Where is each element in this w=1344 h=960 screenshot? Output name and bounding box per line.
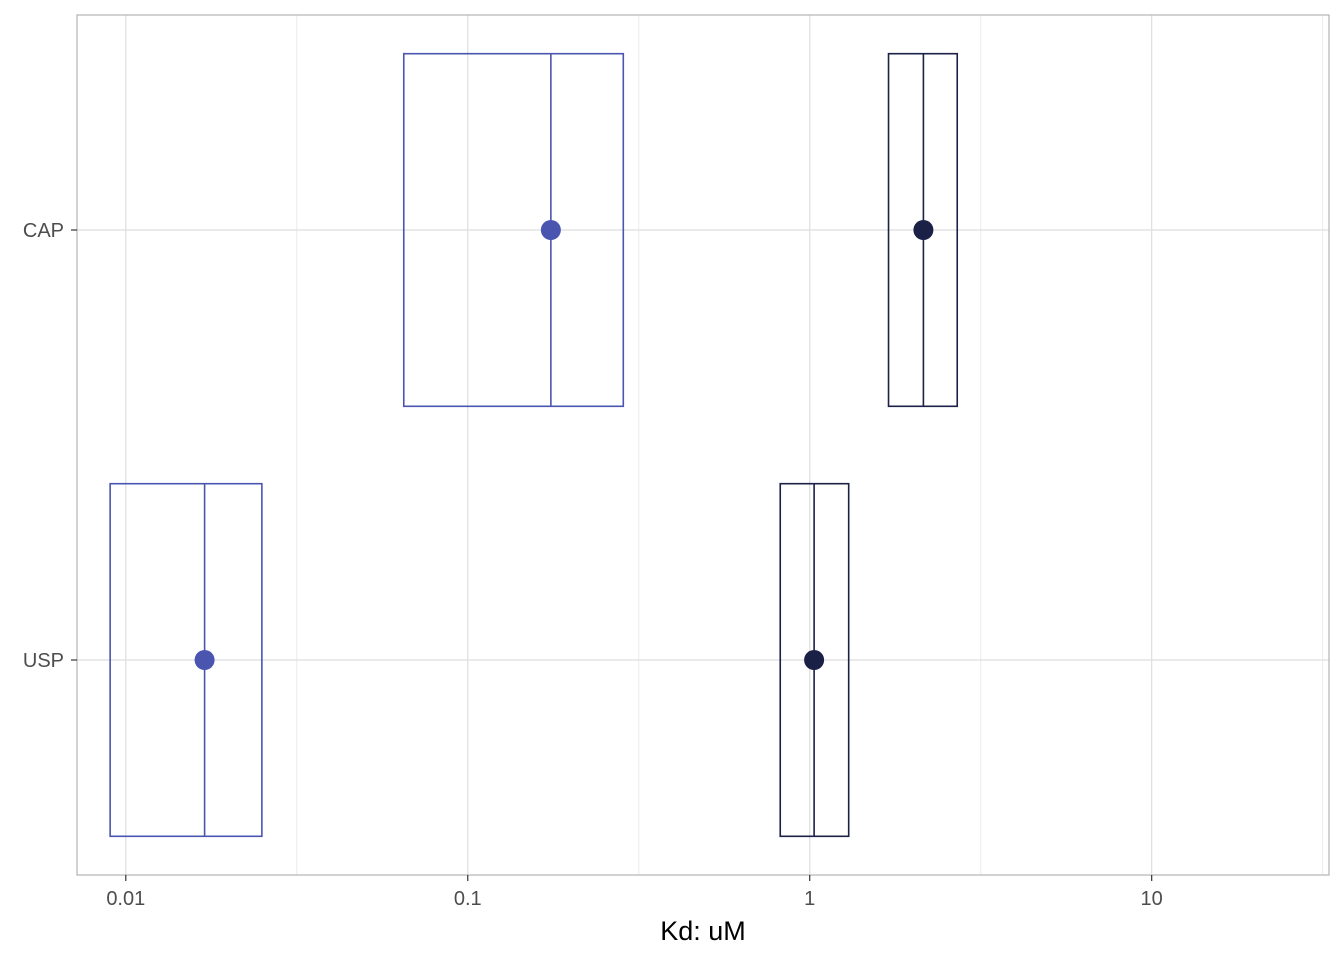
y-tick-label: CAP xyxy=(23,220,64,242)
box-cap xyxy=(402,52,625,408)
major-gridlines xyxy=(77,15,1329,875)
x-tick-label: 0.01 xyxy=(106,888,145,910)
data-point-cap xyxy=(913,220,934,240)
plot-panel-background xyxy=(77,15,1329,875)
x-tick-label: 0.1 xyxy=(454,888,482,910)
x-tick-label: 10 xyxy=(1141,888,1163,910)
box-usp xyxy=(109,482,263,838)
x-axis-title: Kd: uM xyxy=(660,916,746,946)
y-tick-label: USP xyxy=(23,650,64,672)
box-series xyxy=(109,52,959,838)
plot-panel-border xyxy=(76,14,1330,876)
data-point-usp xyxy=(194,650,215,670)
y-axis-ticks: CAP USP xyxy=(23,220,77,672)
data-point-usp xyxy=(804,650,825,670)
data-point-cap xyxy=(540,220,561,240)
minor-gridlines xyxy=(296,15,1324,875)
x-tick-label: 1 xyxy=(804,888,815,910)
x-axis-ticks: 0.01 0.1 1 10 xyxy=(106,875,1163,910)
